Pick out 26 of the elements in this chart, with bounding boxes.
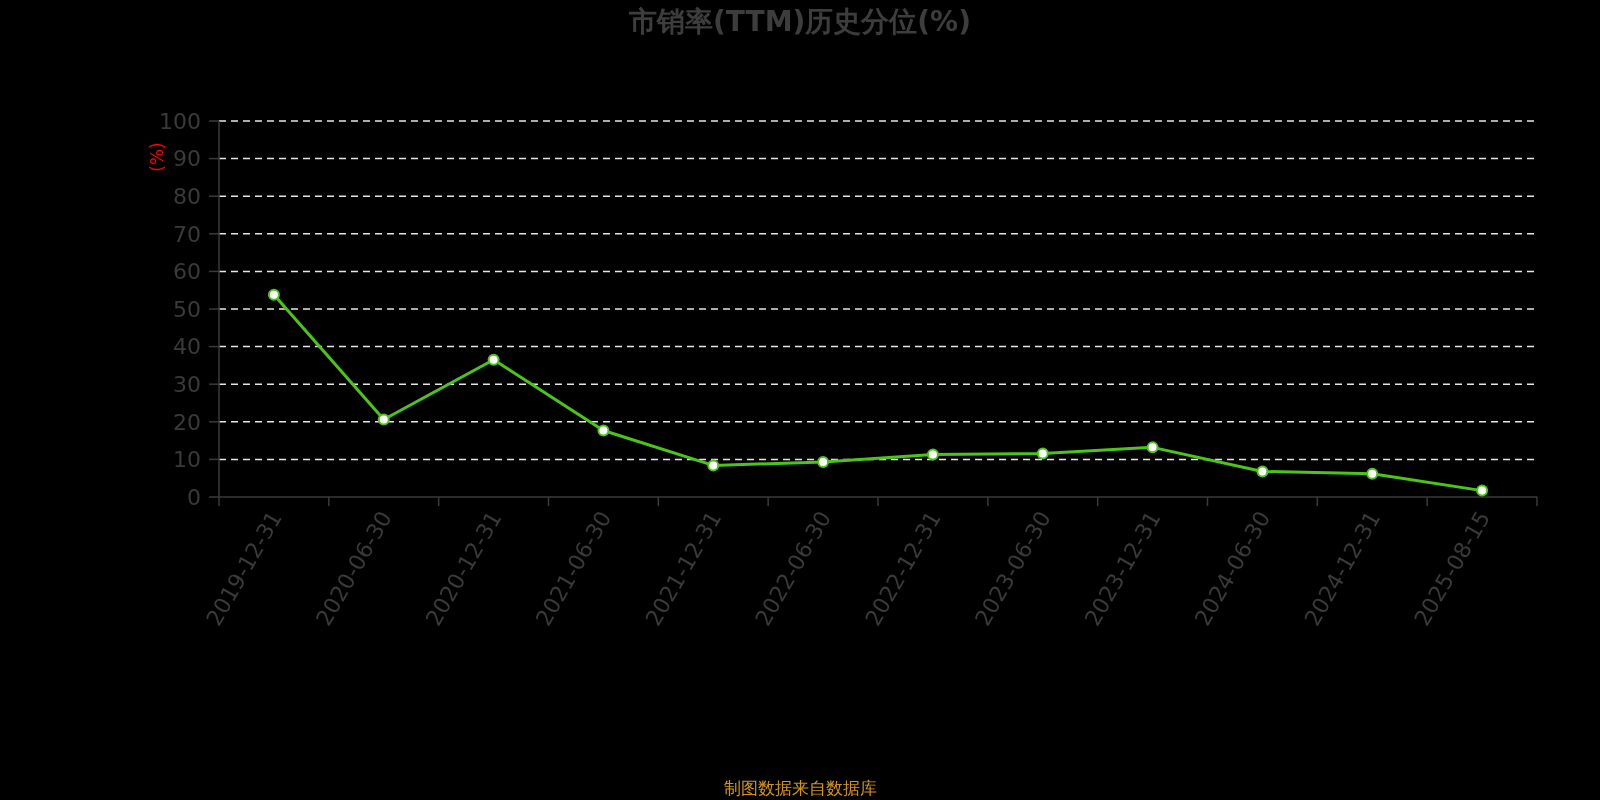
y-tick-label: 20 (173, 409, 201, 435)
point (267, 288, 280, 301)
point (1476, 484, 1489, 497)
point (1256, 465, 1269, 478)
point (1146, 441, 1159, 454)
point (487, 353, 500, 366)
chart-title: 市销率(TTM)历史分位(%) (628, 4, 972, 40)
point (1366, 467, 1379, 480)
y-tick-label: 30 (173, 372, 201, 398)
y-tick-label: 40 (173, 334, 201, 360)
y-tick-label: 90 (173, 146, 201, 172)
point (1036, 447, 1049, 460)
point (817, 456, 830, 469)
point (707, 459, 720, 472)
text: 制图数据来自数据库 (722, 777, 878, 799)
y-tick-label: 80 (173, 184, 201, 210)
y-tick-label: 60 (173, 259, 201, 285)
point (597, 424, 610, 437)
y-tick-label: 10 (173, 447, 201, 473)
y-tick-label: 70 (173, 221, 201, 247)
y-tick-label: 100 (159, 108, 201, 134)
point (926, 448, 939, 461)
y-tick-label: 0 (187, 484, 201, 510)
y-tick-label: 50 (173, 296, 201, 322)
y-axis-title: (%) (147, 142, 167, 172)
point (377, 413, 390, 426)
